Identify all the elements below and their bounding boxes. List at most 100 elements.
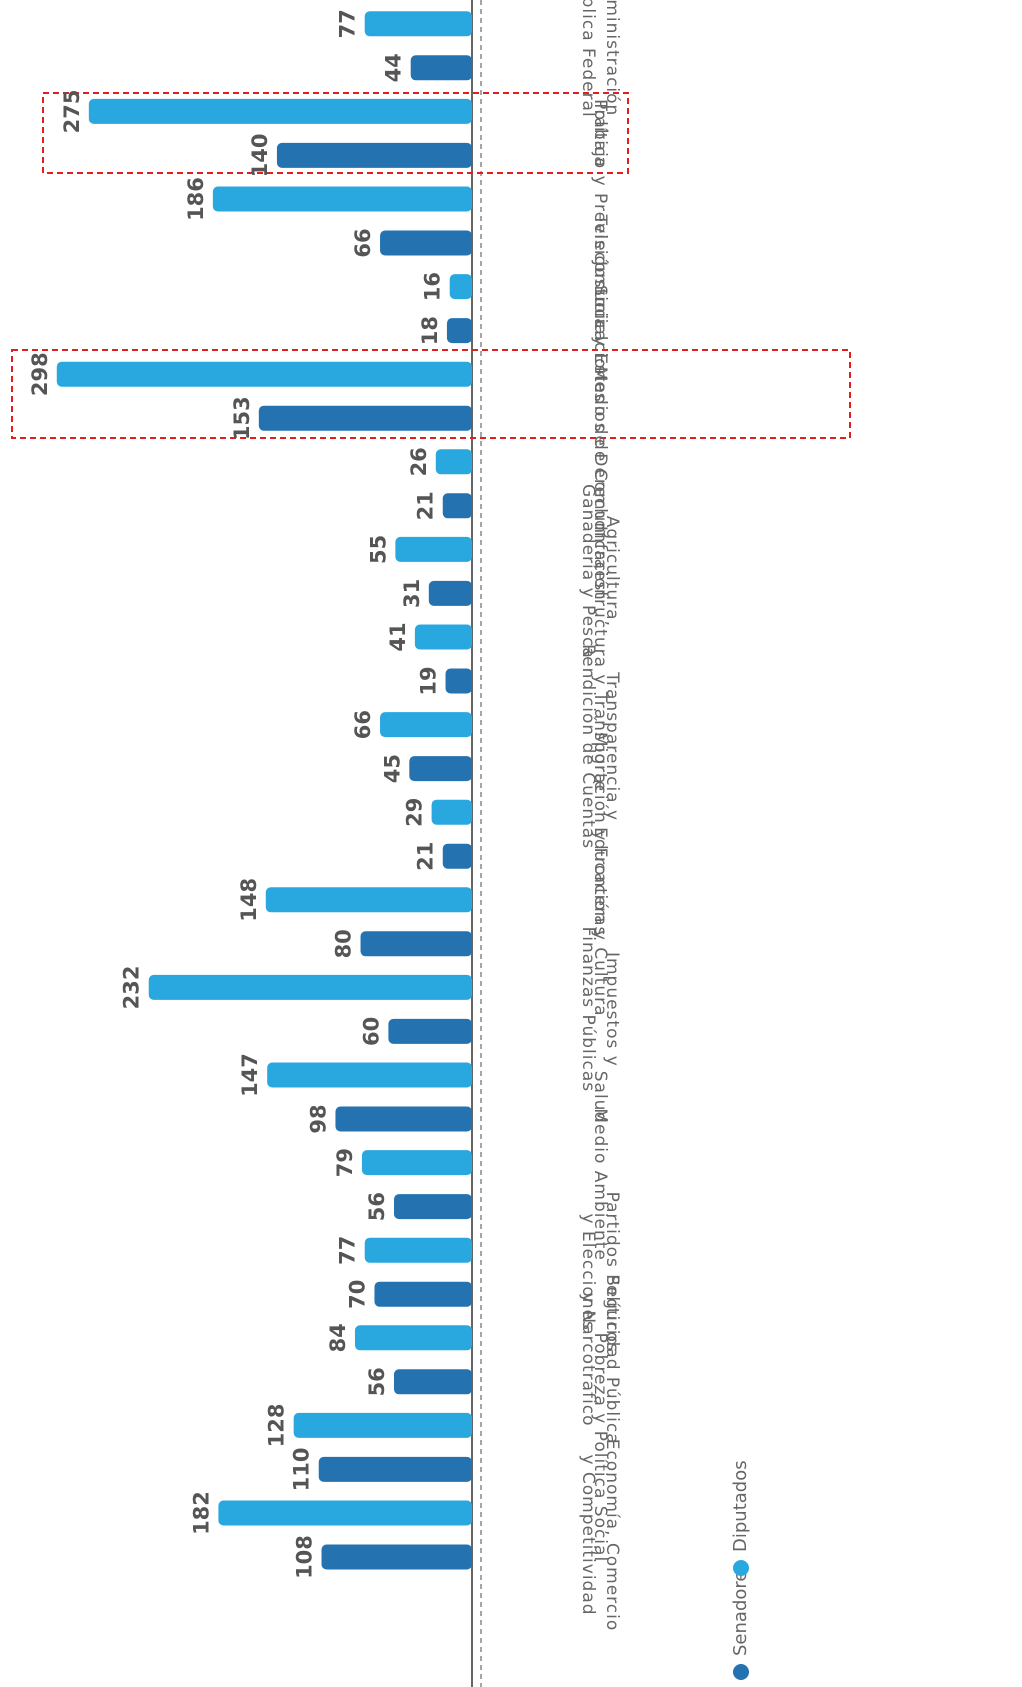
bar (449, 274, 472, 300)
category-label: Agricultura, (602, 516, 622, 627)
value-label: 70 (345, 1280, 369, 1309)
category-label: Medio Ambiente (590, 1108, 610, 1261)
value-label: 21 (414, 842, 438, 871)
value-label: 31 (400, 579, 424, 608)
bar (445, 668, 472, 694)
category-label: Telecomunicaciones (590, 214, 610, 403)
legend-marker (733, 1664, 749, 1680)
category-label: Medios de Comunicación (590, 367, 610, 601)
bar (431, 799, 472, 825)
value-label: 110 (290, 1447, 314, 1491)
value-label: 21 (414, 491, 438, 520)
bar (361, 1150, 472, 1176)
bar (335, 1106, 472, 1132)
value-label: 16 (421, 272, 445, 301)
value-label: 298 (28, 352, 52, 396)
highlight-box (42, 92, 629, 174)
category-label: Política (590, 99, 610, 168)
bar (435, 449, 472, 475)
bar (364, 1237, 472, 1263)
value-label: 147 (238, 1053, 262, 1097)
bar (360, 931, 472, 957)
value-label: 80 (332, 929, 356, 958)
category-label: Transparencia y (602, 671, 622, 821)
value-label: 26 (407, 447, 431, 476)
category-label: Migración y Fronteras (590, 732, 610, 936)
value-label: 275 (60, 89, 84, 133)
highlight-box (11, 349, 851, 439)
category-label: y Competitividad (578, 1454, 598, 1615)
value-label: 60 (359, 1017, 383, 1046)
category-label: Trabajo y Previsión Social (590, 100, 610, 342)
bar (364, 11, 472, 37)
value-label: 29 (403, 798, 427, 827)
bar (258, 405, 472, 431)
category-label: Seguridad Pública (602, 1275, 622, 1445)
bar (393, 1369, 472, 1395)
value-label: 56 (365, 1192, 389, 1221)
value-label: 77 (336, 9, 360, 38)
category-label: Pública Federal (578, 0, 598, 118)
value-label: 19 (417, 666, 441, 695)
bar (56, 361, 472, 387)
value-label: 140 (248, 133, 272, 177)
value-label: 148 (237, 878, 261, 922)
value-label: 45 (380, 754, 404, 783)
bar (380, 230, 472, 256)
category-label: Rendición de Cuentas (578, 644, 598, 849)
value-label: 108 (293, 1535, 317, 1579)
value-label: 79 (333, 1148, 357, 1177)
category-label: Infraestructura y Transporte (590, 526, 610, 792)
category-label: Ganadería y Pesca (578, 484, 598, 659)
value-label: 55 (366, 535, 390, 564)
value-label: 18 (418, 316, 442, 345)
category-label: Administración (602, 0, 622, 116)
bar (148, 974, 472, 1000)
bar (267, 1062, 472, 1088)
bar (442, 843, 472, 869)
bar (374, 1281, 472, 1307)
value-label: 186 (184, 177, 208, 221)
value-label: 66 (351, 228, 375, 257)
bar (428, 580, 472, 606)
legend-marker (733, 1560, 749, 1576)
value-label: 44 (382, 53, 406, 82)
value-label: 41 (386, 622, 410, 651)
bar (442, 493, 472, 519)
category-label: Justicia y Estado de Derecho (590, 260, 610, 531)
legend-label: Senadores (730, 1561, 751, 1656)
bar (395, 536, 472, 562)
category-label: Economía, Comercio (602, 1439, 622, 1632)
bar (321, 1544, 472, 1570)
legend-label: Diputados (730, 1460, 751, 1552)
bar (293, 1412, 472, 1438)
value-label: 77 (336, 1236, 360, 1265)
bar (88, 98, 472, 124)
category-label: y Narcotráfico (578, 1293, 598, 1427)
category-label: Partidos Políticos (602, 1192, 622, 1353)
value-label: 182 (189, 1491, 213, 1535)
category-label: Salud (590, 1071, 610, 1124)
bar (410, 55, 472, 81)
category-label: y Elecciones (578, 1214, 598, 1331)
value-label: 56 (365, 1367, 389, 1396)
category-label: Impuestos y (602, 952, 622, 1067)
bar (414, 624, 472, 650)
value-label: 98 (306, 1104, 330, 1133)
bar (409, 756, 472, 782)
value-label: 232 (120, 965, 144, 1009)
value-label: 66 (351, 710, 375, 739)
value-label: 84 (326, 1323, 350, 1352)
category-label: Pobreza y Política Social (590, 1333, 610, 1563)
bar (354, 1325, 472, 1351)
bar (318, 1456, 472, 1482)
category-label: Finanzas Públicas (578, 927, 598, 1092)
bar (380, 712, 472, 738)
bar (218, 1500, 472, 1526)
category-label: Educación y Cultura (590, 827, 610, 1016)
bar (212, 186, 472, 212)
bar (388, 1018, 472, 1044)
value-label: 153 (230, 396, 254, 440)
bar (446, 318, 472, 344)
